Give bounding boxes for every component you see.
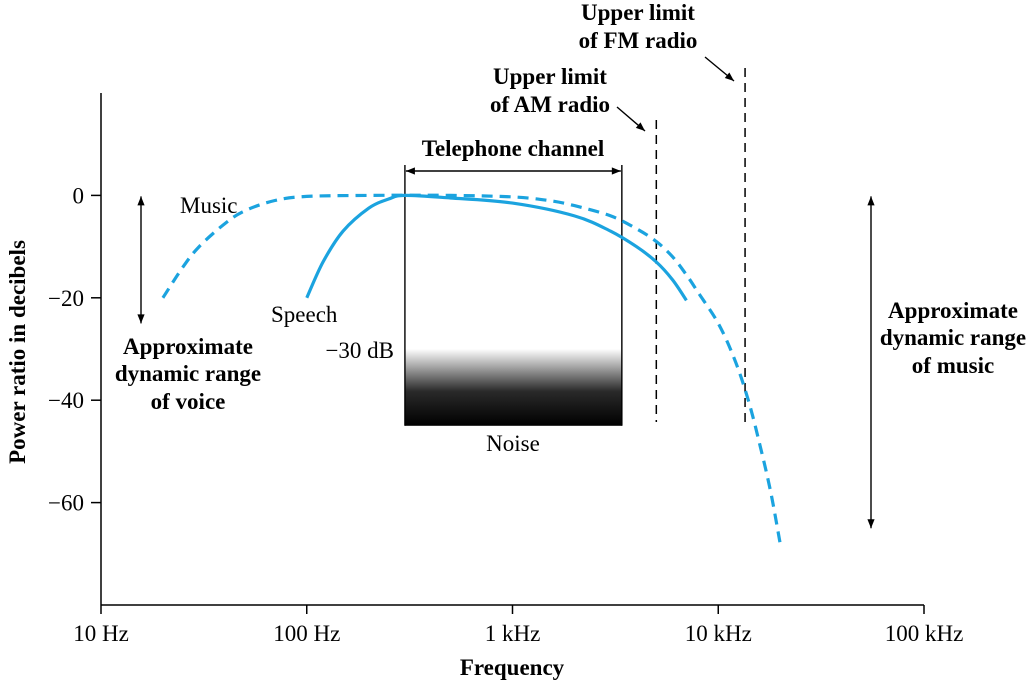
music-series-label: Music: [180, 193, 238, 218]
music-series-line: [161, 193, 782, 544]
y-axis-label: Power ratio in decibels: [5, 240, 30, 464]
voice-range-label-line-3: of voice: [151, 389, 226, 414]
music-range-label-line-3: of music: [912, 353, 994, 378]
voice-range-label-line-2: dynamic range: [115, 361, 261, 386]
axes: 10 Hz 100 Hz 1 kHz 10 kHz 100 kHz 0 −20 −40 −60: [48, 93, 963, 646]
y-tick-label: −40: [48, 388, 84, 413]
music-range-label-line-2: dynamic range: [880, 325, 1026, 350]
music-range-label-line-1: Approximate: [888, 298, 1018, 323]
fm-limit-leader-arrow: [704, 56, 735, 82]
speech-series-label: Speech: [271, 302, 338, 327]
x-tick-label: 10 Hz: [73, 621, 129, 646]
am-limit-label-line-2: of AM radio: [490, 92, 610, 117]
speech-series-line: [305, 193, 688, 302]
annotation-marks: [137, 68, 875, 529]
x-tick-label: 1 kHz: [485, 621, 541, 646]
telephone-channel-label: Telephone channel: [422, 136, 605, 161]
voice-range-label-line-1: Approximate: [123, 334, 253, 359]
fm-limit-label-line-1: Upper limit: [581, 0, 695, 25]
x-tick-label: 10 kHz: [685, 621, 752, 646]
y-tick-label: −60: [48, 491, 84, 516]
noise-level-label: −30 dB: [325, 338, 394, 363]
x-axis-label: Frequency: [460, 655, 565, 680]
noise-gradient-band: [404, 349, 622, 426]
y-tick-label: −20: [48, 286, 84, 311]
am-limit-leader-arrow: [616, 106, 646, 132]
x-tick-label: 100 Hz: [273, 621, 340, 646]
x-tick-label: 100 kHz: [885, 621, 964, 646]
series-lines: [161, 193, 782, 544]
noise-label: Noise: [486, 431, 540, 456]
fm-limit-label-line-2: of FM radio: [579, 28, 698, 53]
y-tick-label: 0: [73, 183, 85, 208]
am-limit-label-line-1: Upper limit: [493, 64, 607, 89]
